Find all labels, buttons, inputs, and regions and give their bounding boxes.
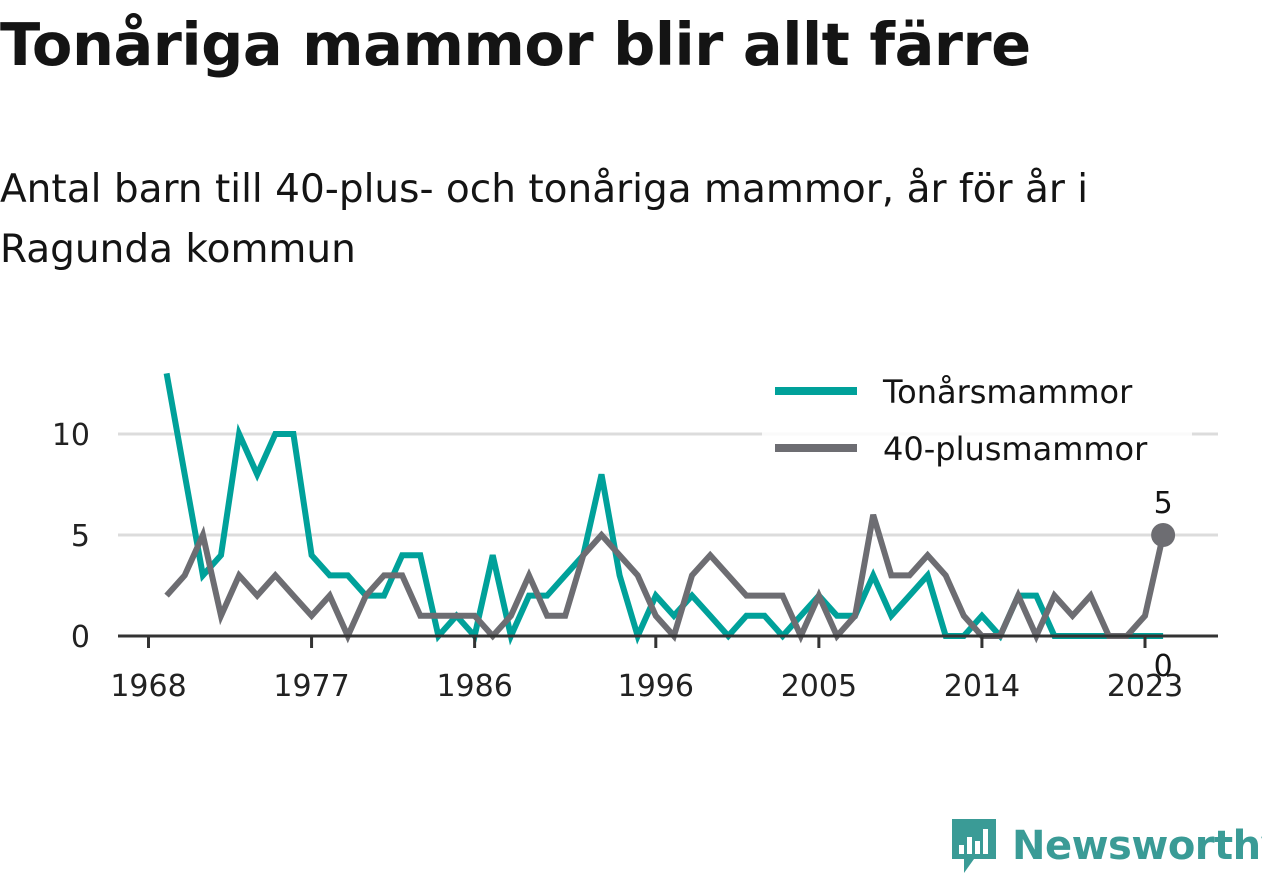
y-tick-label: 10 bbox=[52, 418, 90, 453]
bar-chart-icon bbox=[952, 819, 996, 873]
legend-background bbox=[762, 366, 1192, 488]
x-tick-label: 2023 bbox=[1107, 669, 1183, 704]
x-tick-label: 2014 bbox=[944, 669, 1020, 704]
x-axis: 1968 1977 1986 1996 2005 2014 2023 bbox=[110, 634, 1218, 704]
end-label-40-plus: 5 bbox=[1154, 486, 1173, 521]
chart-subtitle: Antal barn till 40-plus- och tonåriga ma… bbox=[0, 167, 1089, 272]
end-label-tonars: 0 bbox=[1154, 649, 1173, 684]
x-tick-label: 1996 bbox=[618, 669, 694, 704]
series-line-tonarsmammor bbox=[163, 372, 1164, 646]
newsworthy-logo: Newsworthy bbox=[948, 815, 1262, 877]
x-tick-label: 1986 bbox=[436, 669, 512, 704]
x-tick-label: 2005 bbox=[781, 669, 857, 704]
y-tick-label: 0 bbox=[71, 620, 90, 655]
x-tick-label: 1977 bbox=[273, 669, 349, 704]
y-tick-label: 5 bbox=[71, 519, 90, 554]
x-tick-label: 1968 bbox=[110, 669, 186, 704]
legend-label: 40-plusmammor bbox=[883, 430, 1148, 468]
series-line-40-plusmammor bbox=[164, 513, 1167, 644]
end-labels: 50 bbox=[1151, 486, 1176, 684]
grid-lines: 0 5 10 bbox=[52, 418, 1218, 655]
legend-label: Tonårsmammor bbox=[882, 373, 1133, 411]
end-point-marker bbox=[1151, 523, 1176, 547]
legend: Tonårsmammor 40-plusmammor bbox=[762, 366, 1192, 488]
brand-name: Newsworthy bbox=[1012, 823, 1262, 869]
chart-title: Tonåriga mammor blir allt färre bbox=[0, 10, 1031, 79]
